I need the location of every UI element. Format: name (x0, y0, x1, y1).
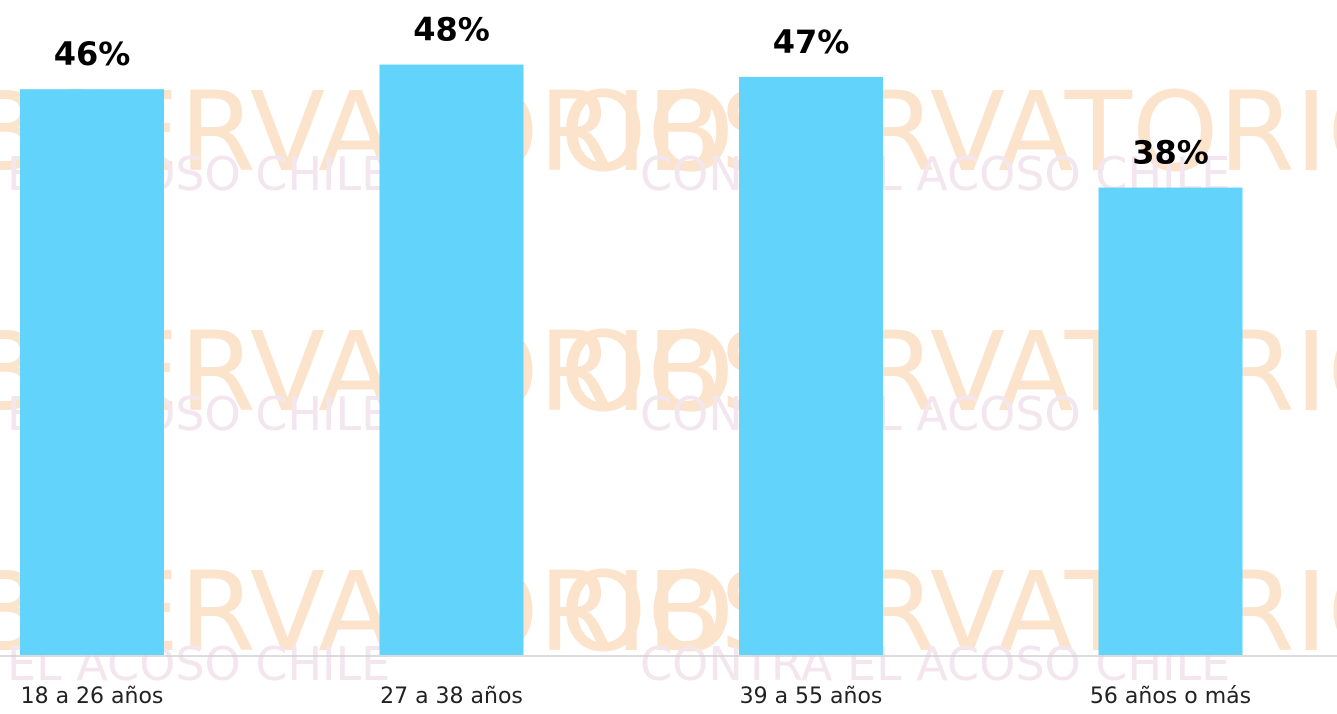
watermark-title: OBSERVATORIO (560, 68, 1337, 196)
value-label: 48% (413, 11, 490, 49)
value-label: 47% (773, 23, 850, 61)
x-tick-label: 27 a 38 años (380, 684, 523, 709)
bar (20, 89, 164, 655)
x-tick-label: 39 a 55 años (740, 684, 883, 709)
x-tick-label: 56 años o más (1090, 684, 1251, 709)
bar (379, 64, 524, 656)
bar (739, 76, 883, 656)
bar (1098, 187, 1243, 655)
x-tick-label: 18 a 26 años (21, 684, 164, 709)
value-label: 46% (54, 35, 131, 73)
value-label: 38% (1132, 134, 1209, 172)
